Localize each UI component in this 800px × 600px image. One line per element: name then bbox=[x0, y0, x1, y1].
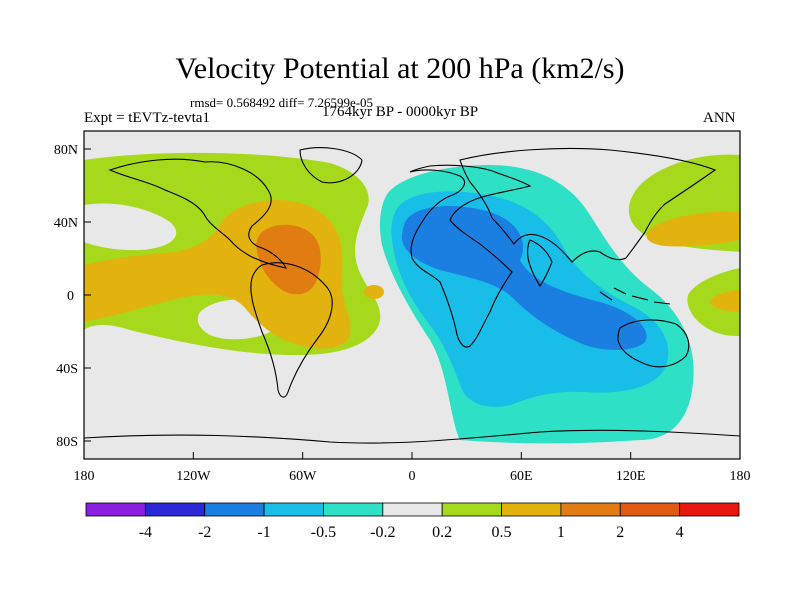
lon-label-180e: 180 bbox=[730, 469, 751, 484]
lon-label-120e: 120E bbox=[616, 469, 646, 484]
lon-label-120w: 120W bbox=[176, 469, 211, 484]
map-field bbox=[84, 131, 740, 459]
colorbar-label: 0.5 bbox=[492, 524, 512, 541]
colorbar-box bbox=[204, 502, 265, 517]
colorbar-label: -0.2 bbox=[370, 524, 395, 541]
contour-pos-mid-east bbox=[646, 211, 740, 247]
colorbar: -4 -2 -1 -0.5 -0.2 0.2 0.5 1 2 4 bbox=[85, 502, 740, 541]
colorbar-box bbox=[323, 502, 384, 517]
colorbar-box bbox=[85, 502, 146, 517]
lon-axis: 180 120W 60W 0 60E 120E 180 bbox=[74, 452, 751, 484]
colorbar-box bbox=[619, 502, 681, 517]
colorbar-label: 1 bbox=[557, 524, 565, 541]
experiment-label: Expt = tEVTz-tevta1 bbox=[84, 110, 210, 126]
coast-india bbox=[527, 239, 553, 288]
lat-label-40s: 40S bbox=[56, 362, 78, 377]
ocean-hole-north bbox=[84, 203, 177, 251]
contour-pos-mid-se bbox=[710, 290, 740, 312]
coast-indonesia bbox=[599, 287, 671, 305]
colorbar-box bbox=[144, 502, 206, 517]
colorbar-label: -0.5 bbox=[311, 524, 336, 541]
lat-label-40n: 40N bbox=[54, 216, 78, 231]
colorbar-box bbox=[679, 502, 740, 517]
colorbar-box bbox=[501, 502, 562, 517]
coast-antarctica bbox=[84, 429, 740, 444]
coast-greenland bbox=[299, 147, 363, 184]
contour-neg-dark bbox=[401, 206, 647, 350]
contour-pos-dark bbox=[256, 224, 321, 295]
lat-label-eq: 0 bbox=[67, 289, 74, 304]
colorbar-label: 2 bbox=[616, 524, 624, 541]
colorbar-label: -2 bbox=[198, 524, 211, 541]
lon-label-0: 0 bbox=[409, 469, 416, 484]
map-title: Velocity Potential at 200 hPa (km2/s) bbox=[175, 52, 625, 85]
lat-axis: 80N 40N 0 40S 80S bbox=[54, 143, 91, 450]
coast-south-america bbox=[250, 262, 333, 398]
lon-label-60w: 60W bbox=[289, 469, 317, 484]
contour-pos-spot bbox=[364, 285, 384, 299]
stats-line: rmsd= 0.568492 diff= 7.26599e-05 bbox=[190, 95, 374, 110]
coast-australia bbox=[617, 319, 690, 368]
coast-europe-africa bbox=[409, 164, 532, 348]
season-label: ANN bbox=[703, 110, 736, 126]
colorbar-box bbox=[263, 502, 324, 517]
lon-label-60e: 60E bbox=[510, 469, 533, 484]
lat-label-80n: 80N bbox=[54, 143, 78, 158]
lon-label-180w: 180 bbox=[74, 469, 95, 484]
colorbar-label: -4 bbox=[139, 524, 152, 541]
colorbar-box bbox=[560, 502, 621, 517]
coast-north-america bbox=[108, 158, 287, 269]
lat-label-80s: 80S bbox=[56, 435, 78, 450]
period-label: 1764kyr BP - 0000kyr BP bbox=[322, 104, 479, 120]
coast-asia bbox=[459, 147, 717, 263]
colorbar-box bbox=[441, 502, 502, 517]
coastlines bbox=[84, 147, 740, 444]
colorbar-label: 4 bbox=[676, 524, 684, 541]
colorbar-label: 0.2 bbox=[432, 524, 452, 541]
colorbar-box bbox=[382, 502, 443, 517]
colorbar-label: -1 bbox=[257, 524, 270, 541]
